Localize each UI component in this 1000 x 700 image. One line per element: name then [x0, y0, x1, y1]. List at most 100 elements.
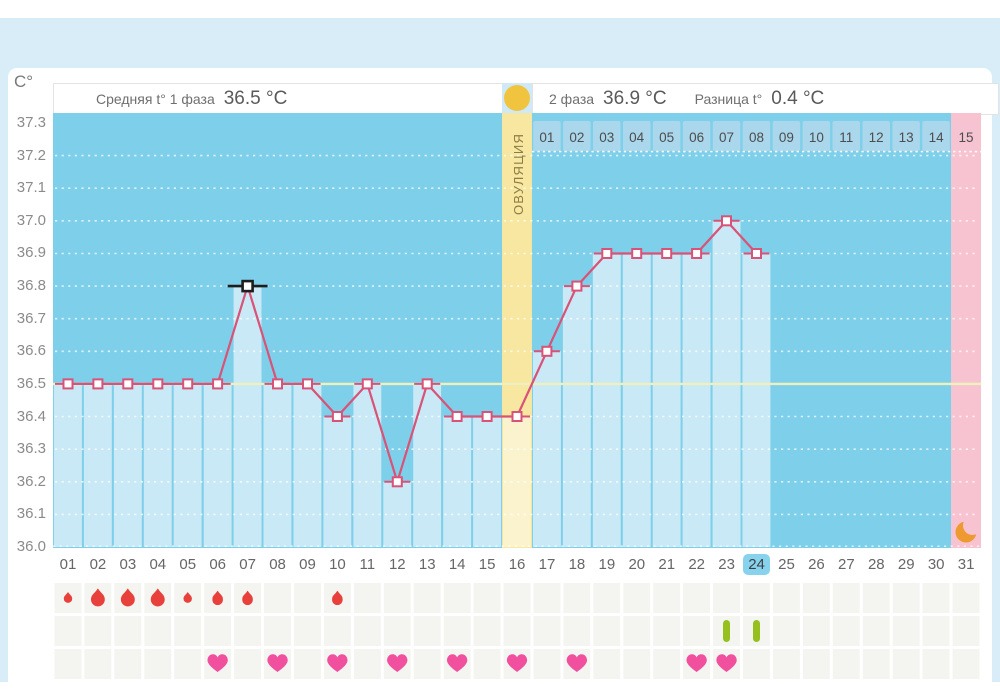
symbol-cell[interactable] — [114, 649, 142, 679]
x-day-16[interactable]: 16 — [502, 548, 532, 580]
symbol-cell[interactable] — [473, 616, 501, 646]
temp-point-day-08[interactable] — [264, 378, 291, 390]
temp-point-day-04[interactable] — [144, 378, 171, 390]
x-day-06[interactable]: 06 — [203, 548, 233, 580]
x-day-22[interactable]: 22 — [682, 548, 712, 580]
symbol-cell[interactable] — [593, 649, 621, 679]
symbol-cell[interactable] — [563, 616, 591, 646]
blood-drop-icon-day-06[interactable] — [212, 590, 223, 606]
symbol-cell[interactable] — [264, 583, 291, 613]
x-day-01[interactable]: 01 — [53, 548, 83, 580]
temp-point-day-05[interactable] — [174, 378, 201, 390]
pill-mark-icon-day-23[interactable] — [723, 620, 730, 642]
symbol-cell[interactable] — [144, 649, 172, 679]
symbol-cell[interactable] — [623, 583, 651, 613]
temp-point-day-09[interactable] — [294, 378, 321, 390]
blood-drop-icon-day-05[interactable] — [183, 592, 192, 603]
blood-drop-icon-day-01[interactable] — [63, 592, 73, 603]
symbol-cell[interactable] — [473, 649, 501, 679]
pill-mark-icon-day-24[interactable] — [753, 620, 760, 642]
symbol-cell[interactable] — [443, 583, 471, 613]
symbol-cell[interactable] — [204, 616, 232, 646]
symbol-cell[interactable] — [713, 583, 740, 613]
symbol-cell[interactable] — [832, 616, 860, 646]
symbol-cell[interactable] — [922, 583, 950, 613]
blood-drop-icon-day-04[interactable] — [150, 588, 165, 607]
symbol-cell[interactable] — [353, 616, 381, 646]
x-day-08[interactable]: 08 — [263, 548, 293, 580]
temp-point-day-24[interactable] — [743, 248, 770, 259]
symbol-cell[interactable] — [144, 616, 172, 646]
symbol-cell[interactable] — [862, 583, 890, 613]
symbol-cell[interactable] — [264, 616, 291, 646]
symbol-cell[interactable] — [563, 583, 591, 613]
symbol-cell[interactable] — [443, 616, 471, 646]
symbol-cell[interactable] — [294, 616, 321, 646]
heart-icon-day-10[interactable] — [327, 654, 348, 672]
symbol-cell[interactable] — [413, 649, 441, 679]
x-day-07[interactable]: 07 — [233, 548, 263, 580]
heart-icon-day-22[interactable] — [686, 654, 707, 672]
symbol-cell[interactable] — [533, 616, 561, 646]
symbol-cell[interactable] — [743, 649, 770, 679]
x-day-19[interactable]: 19 — [592, 548, 622, 580]
temp-point-day-23[interactable] — [713, 215, 740, 227]
symbol-cell[interactable] — [952, 583, 980, 613]
x-day-12[interactable]: 12 — [382, 548, 412, 580]
symbol-cell[interactable] — [593, 583, 621, 613]
x-day-10[interactable]: 10 — [322, 548, 352, 580]
symbol-cell[interactable] — [114, 616, 142, 646]
symbol-cell[interactable] — [683, 616, 710, 646]
heart-icon-day-14[interactable] — [447, 654, 468, 672]
heart-icon-day-08[interactable] — [267, 654, 288, 672]
x-day-31[interactable]: 31 — [951, 548, 981, 580]
symbol-cell[interactable] — [802, 583, 830, 613]
x-day-25[interactable]: 25 — [772, 548, 802, 580]
blood-drop-icon-day-03[interactable] — [120, 588, 135, 607]
symbol-cell[interactable] — [892, 649, 920, 679]
x-day-11[interactable]: 11 — [352, 548, 382, 580]
x-day-03[interactable]: 03 — [113, 548, 143, 580]
symbol-cell[interactable] — [503, 616, 531, 646]
temp-point-day-16[interactable] — [504, 411, 530, 422]
temp-point-day-13[interactable] — [414, 378, 441, 390]
symbol-cell[interactable] — [294, 649, 321, 679]
heart-icon-day-12[interactable] — [387, 654, 408, 672]
temp-point-day-22[interactable] — [683, 248, 710, 259]
symbol-cell[interactable] — [353, 649, 381, 679]
x-day-23[interactable]: 23 — [712, 548, 742, 580]
temp-point-day-07[interactable] — [227, 279, 268, 293]
temp-point-day-03[interactable] — [114, 378, 141, 390]
temp-point-day-19[interactable] — [593, 248, 620, 259]
symbol-cell[interactable] — [234, 616, 261, 646]
temp-point-day-20[interactable] — [623, 248, 650, 259]
symbol-cell[interactable] — [174, 616, 202, 646]
temp-point-day-17[interactable] — [533, 345, 560, 357]
symbol-cell[interactable] — [802, 649, 830, 679]
symbol-cell[interactable] — [623, 616, 651, 646]
heart-icon-day-06[interactable] — [207, 654, 228, 672]
symbol-cell[interactable] — [952, 616, 980, 646]
temp-point-day-12[interactable] — [384, 476, 411, 488]
heart-icon-day-18[interactable] — [566, 654, 587, 672]
symbol-cell[interactable] — [54, 649, 82, 679]
symbol-cell[interactable] — [773, 649, 800, 679]
symbol-cell[interactable] — [892, 616, 920, 646]
x-day-24[interactable]: 24 — [742, 548, 772, 580]
symbol-cell[interactable] — [802, 616, 830, 646]
temp-point-day-11[interactable] — [354, 378, 381, 390]
symbol-cell[interactable] — [383, 583, 411, 613]
x-day-17[interactable]: 17 — [532, 548, 562, 580]
blood-drop-icon-day-10[interactable] — [332, 590, 343, 606]
x-day-20[interactable]: 20 — [622, 548, 652, 580]
symbol-cell[interactable] — [922, 616, 950, 646]
symbol-cell[interactable] — [353, 583, 381, 613]
symbol-cell[interactable] — [623, 649, 651, 679]
symbol-cell[interactable] — [174, 649, 202, 679]
symbol-cell[interactable] — [294, 583, 321, 613]
symbol-cell[interactable] — [84, 649, 112, 679]
symbol-cell[interactable] — [234, 649, 261, 679]
symbol-cell[interactable] — [413, 616, 441, 646]
symbol-cell[interactable] — [832, 649, 860, 679]
symbol-cell[interactable] — [653, 649, 681, 679]
